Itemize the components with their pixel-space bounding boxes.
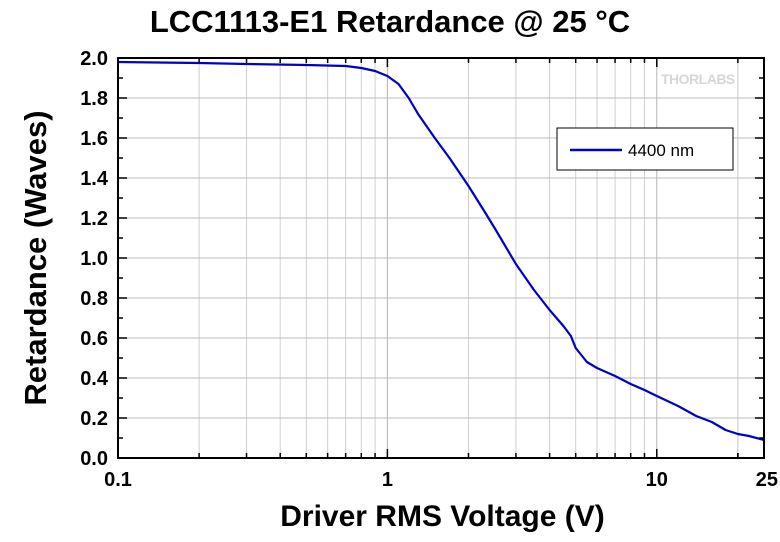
y-tick-label: 0.6 <box>80 328 108 350</box>
axis-ticks <box>117 57 764 459</box>
series-line-4400nm <box>117 60 765 442</box>
y-tick-label: 1.0 <box>80 248 108 270</box>
y-tick-label: 0.0 <box>80 448 108 470</box>
x-axis-label: Driver RMS Voltage (V) <box>280 500 605 533</box>
legend-label-4400nm: 4400 nm <box>628 141 694 160</box>
x-tick-label: 0.1 <box>104 469 132 491</box>
thorlabs-watermark: THORLABS <box>661 71 735 87</box>
x-tick-label: 25 <box>756 469 778 491</box>
series-layer <box>117 60 765 442</box>
grid-lines <box>117 58 764 458</box>
legend: 4400 nm <box>556 127 734 171</box>
chart-title: LCC1113-E1 Retardance @ 25 °C <box>149 4 631 39</box>
y-tick-label: 1.6 <box>80 128 108 150</box>
y-tick-label: 0.8 <box>80 288 108 310</box>
x-tick-label: 10 <box>646 469 668 491</box>
axis-tick-labels: 0.0 0.2 0.4 0.6 0.8 1.0 1.2 1.4 1.6 1.8 2.0 0.1 1 10 2… <box>80 48 778 491</box>
y-tick-label: 1.2 <box>80 208 108 230</box>
y-tick-label: 1.4 <box>80 168 109 190</box>
y-tick-label: 0.4 <box>80 368 109 390</box>
y-tick-label: 1.8 <box>80 88 108 110</box>
y-axis-label: Retardance (Waves) <box>18 110 53 406</box>
x-tick-label: 1 <box>382 469 393 491</box>
y-tick-label: 2.0 <box>80 48 108 70</box>
y-tick-label: 0.2 <box>80 408 108 430</box>
